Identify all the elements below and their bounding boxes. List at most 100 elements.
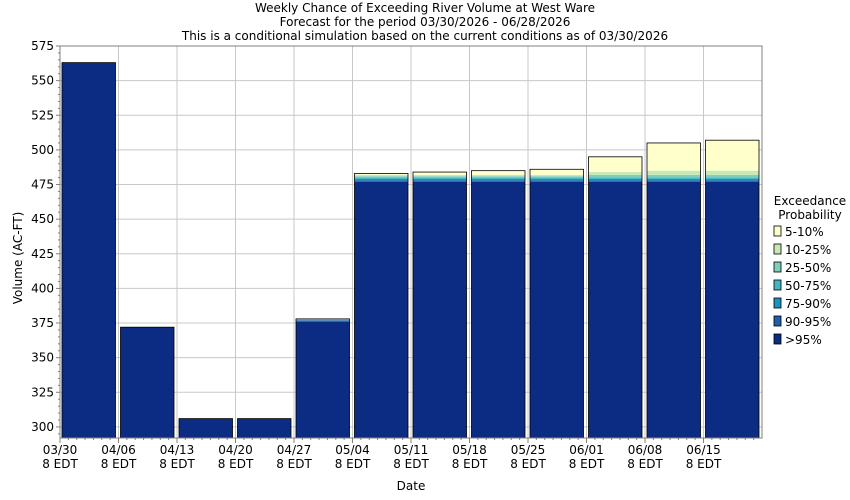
- bar-segment: [588, 156, 642, 173]
- bar-segment: [588, 172, 642, 175]
- week-bar: [178, 418, 233, 439]
- legend-label: 25-50%: [785, 261, 831, 275]
- bar-segment: [530, 177, 584, 179]
- y-tick-label: 300: [31, 420, 54, 434]
- y-tick-label: 475: [31, 178, 54, 192]
- x-tick-label-time: 8 EDT: [276, 457, 312, 471]
- bar-segment: [62, 62, 116, 438]
- legend-label: 50-75%: [785, 279, 831, 293]
- bar-segment: [354, 174, 408, 177]
- legend: Exceedance Probability 5-10% 10-25% 25-50%…: [773, 194, 846, 347]
- x-tick-label-date: 06/08: [628, 443, 663, 457]
- chart-title-line-2: Forecast for the period 03/30/2026 - 06/…: [280, 15, 571, 29]
- bar-segment: [413, 177, 467, 179]
- x-tick-label-date: 04/20: [218, 443, 253, 457]
- bar-segment: [179, 418, 233, 438]
- x-axis-label: Date: [397, 479, 426, 493]
- x-tick-label-date: 04/13: [160, 443, 195, 457]
- x-tick-label-time: 8 EDT: [510, 457, 546, 471]
- chart-title-line-1: Weekly Chance of Exceeding River Volume …: [255, 1, 595, 15]
- bar-segment: [296, 318, 350, 321]
- bar-segment: [530, 169, 584, 175]
- y-tick-label: 450: [31, 212, 54, 226]
- legend-label: >95%: [785, 333, 822, 347]
- legend-label: 75-90%: [785, 297, 831, 311]
- week-bar: [295, 318, 350, 439]
- bar-segment: [588, 181, 642, 438]
- bar-segment: [413, 176, 467, 178]
- bar-segment: [237, 418, 291, 438]
- legend-title-line-2: Probability: [778, 208, 841, 222]
- chart-title: Weekly Chance of Exceeding River Volume …: [181, 1, 668, 43]
- bars: [61, 62, 760, 439]
- x-tick-label-time: 8 EDT: [452, 457, 488, 471]
- bar-segment: [588, 178, 642, 181]
- y-tick-label: 575: [31, 39, 54, 53]
- legend-swatch: [773, 225, 782, 237]
- bar-segment: [647, 177, 701, 179]
- bar-segment: [471, 174, 525, 177]
- chart-title-line-3: This is a conditional simulation based o…: [181, 29, 668, 43]
- x-tick-label-date: 05/18: [452, 443, 487, 457]
- week-bar: [354, 173, 409, 439]
- bar-segment: [705, 178, 759, 181]
- y-tick-label: 425: [31, 247, 54, 261]
- bar-segment: [354, 178, 408, 181]
- x-tick-label-date: 04/06: [101, 443, 136, 457]
- x-tick-label-time: 8 EDT: [627, 457, 663, 471]
- y-tick-label: 375: [31, 316, 54, 330]
- week-bar: [120, 326, 175, 439]
- x-tick-label-date: 04/27: [277, 443, 312, 457]
- bar-segment: [354, 181, 408, 438]
- bar-segment: [471, 178, 525, 181]
- legend-swatch: [773, 315, 782, 327]
- bar-segment: [471, 176, 525, 178]
- bar-segment: [647, 178, 701, 181]
- bar-segment: [530, 180, 584, 182]
- legend-swatch: [773, 297, 782, 309]
- bar-segment: [647, 170, 701, 175]
- bar-segment: [530, 178, 584, 181]
- legend-title-line-1: Exceedance: [774, 194, 846, 208]
- week-bar: [471, 170, 526, 439]
- grid: [59, 45, 762, 438]
- bar-segment: [413, 180, 467, 182]
- legend-swatch: [773, 333, 782, 345]
- x-tick-label-time: 8 EDT: [393, 457, 429, 471]
- bar-segment: [588, 180, 642, 182]
- bar-segment: [354, 180, 408, 182]
- bar-segment: [705, 140, 759, 171]
- bar-segment: [413, 172, 467, 175]
- legend-swatch: [773, 279, 782, 291]
- x-tick-label-time: 8 EDT: [335, 457, 371, 471]
- x-tick-label-date: 05/11: [394, 443, 429, 457]
- bar-segment: [354, 177, 408, 179]
- week-bar: [61, 62, 116, 439]
- bar-segment: [530, 181, 584, 438]
- bar-segment: [647, 180, 701, 182]
- x-tick-label-time: 8 EDT: [569, 457, 605, 471]
- bar-segment: [471, 170, 525, 175]
- bar-segment: [413, 174, 467, 177]
- y-tick-label: 525: [31, 108, 54, 122]
- bar-segment: [705, 174, 759, 178]
- week-bar: [237, 418, 292, 439]
- bar-segment: [354, 173, 408, 175]
- legend-label: 10-25%: [785, 243, 831, 257]
- x-tick-label-date: 05/04: [335, 443, 370, 457]
- x-tick-label-time: 8 EDT: [686, 457, 722, 471]
- y-axis: 300 325 350 375 400 425 450 475 500 525 550 575: [31, 39, 60, 435]
- legend-swatch: [773, 243, 782, 255]
- x-tick-label-date: 06/01: [569, 443, 604, 457]
- bar-segment: [120, 327, 174, 438]
- y-tick-label: 550: [31, 74, 54, 88]
- x-tick-label-time: 8 EDT: [101, 457, 137, 471]
- bar-segment: [296, 320, 350, 322]
- bar-segment: [354, 176, 408, 178]
- bar-segment: [588, 177, 642, 179]
- legend-label: 90-95%: [785, 315, 831, 329]
- bar-segment: [647, 181, 701, 438]
- bar-segment: [705, 181, 759, 438]
- x-tick-label-time: 8 EDT: [42, 457, 78, 471]
